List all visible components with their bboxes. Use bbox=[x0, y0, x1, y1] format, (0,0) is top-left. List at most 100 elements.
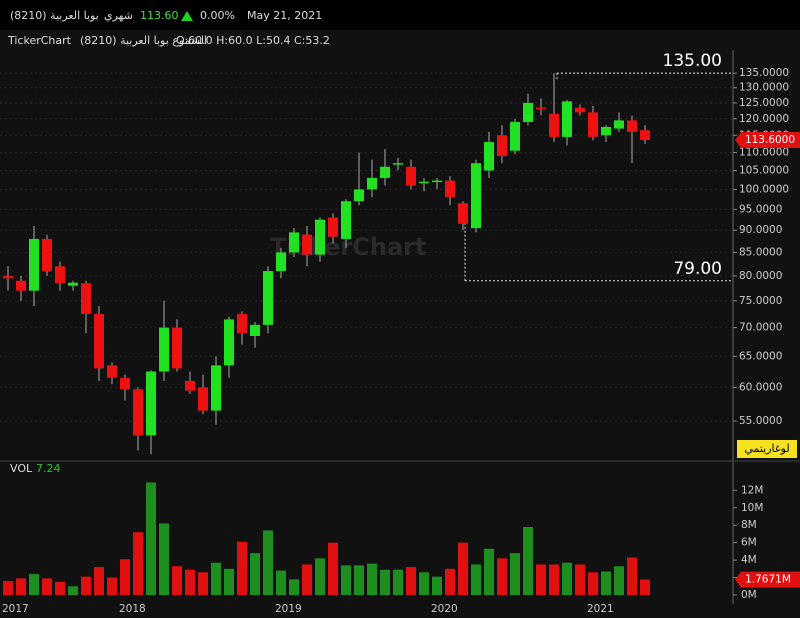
candle-body bbox=[133, 389, 143, 436]
y-tick-label: 8M bbox=[741, 519, 757, 531]
level-label: 79.00 bbox=[673, 259, 722, 279]
candle-body bbox=[42, 238, 52, 272]
volume-bar bbox=[627, 557, 637, 595]
volume-bar bbox=[133, 532, 143, 595]
candle-body bbox=[315, 219, 325, 255]
volume-bar bbox=[445, 568, 455, 595]
volume-bar bbox=[159, 523, 169, 595]
x-tick-label: 2018 bbox=[119, 603, 146, 615]
level-label: 135.00 bbox=[663, 51, 722, 71]
candle-body bbox=[224, 319, 234, 366]
candle-body bbox=[549, 113, 559, 137]
volume-bar bbox=[562, 562, 572, 595]
candle-body bbox=[354, 189, 364, 202]
volume-bar bbox=[250, 553, 260, 595]
candle-body bbox=[302, 234, 312, 255]
volume-bar bbox=[458, 542, 468, 595]
volume-bar bbox=[354, 565, 364, 595]
volume-bar bbox=[380, 569, 390, 595]
y-tick-label: 80.0000 bbox=[739, 270, 782, 282]
volume-bar bbox=[341, 565, 351, 595]
candle-body bbox=[172, 327, 182, 369]
x-tick-label: 2017 bbox=[2, 603, 29, 615]
candle-body bbox=[627, 120, 637, 132]
volume-bar bbox=[497, 558, 507, 595]
up-arrow bbox=[181, 11, 193, 21]
candle-body bbox=[120, 377, 130, 390]
volume-tag bbox=[735, 571, 800, 588]
candle-body bbox=[419, 181, 429, 184]
scale-mode-label: لوغاريتمي bbox=[744, 442, 789, 455]
candle-body bbox=[497, 135, 507, 157]
price-tag bbox=[735, 131, 800, 148]
volume-bar bbox=[302, 564, 312, 595]
volume-bar bbox=[55, 581, 65, 595]
volume-bar bbox=[432, 576, 442, 595]
volume-bar bbox=[315, 558, 325, 595]
candle-body bbox=[263, 271, 273, 325]
volume-bar bbox=[120, 559, 130, 595]
candle-body bbox=[445, 180, 455, 198]
info-ohlc: O:60.0 H:60.0 L:50.4 C:53.2 bbox=[176, 34, 330, 47]
y-tick-label: 110.0000 bbox=[739, 146, 789, 158]
header-bar bbox=[0, 0, 800, 30]
candle-body bbox=[562, 101, 572, 137]
volume-bar bbox=[42, 578, 52, 595]
volume-bar bbox=[510, 553, 520, 595]
volume-bar bbox=[328, 542, 338, 595]
period: شهري bbox=[104, 9, 133, 22]
volume-bar bbox=[237, 541, 247, 595]
candle-body bbox=[55, 266, 65, 284]
candle-body bbox=[328, 217, 338, 237]
candle-body bbox=[367, 177, 377, 190]
candle-body bbox=[575, 107, 585, 113]
y-tick-label: 65.0000 bbox=[739, 350, 782, 362]
candle-body bbox=[107, 365, 117, 378]
volume-bar bbox=[29, 574, 39, 595]
info-name: الشموع بوبا العربية (8210) bbox=[80, 34, 207, 47]
volume-bar bbox=[614, 566, 624, 595]
volume-bar bbox=[107, 577, 117, 595]
volume-bar bbox=[471, 564, 481, 595]
y-tick-label: 60.0000 bbox=[739, 381, 782, 393]
candle-body bbox=[289, 232, 299, 253]
volume-bar bbox=[16, 578, 26, 595]
volume-bar bbox=[198, 572, 208, 595]
volume-bar bbox=[185, 569, 195, 595]
candle-body bbox=[146, 371, 156, 436]
candle-body bbox=[3, 275, 13, 279]
volume-bar bbox=[289, 579, 299, 595]
y-tick-label: 105.0000 bbox=[739, 165, 789, 177]
change: 0.00% bbox=[200, 9, 235, 22]
volume-bar bbox=[549, 564, 559, 595]
candle-body bbox=[393, 163, 403, 165]
candle-body bbox=[406, 166, 416, 186]
y-tick-label: 85.0000 bbox=[739, 246, 782, 258]
volume-title: VOL bbox=[10, 462, 33, 475]
candle-body bbox=[523, 102, 533, 123]
candle-body bbox=[588, 112, 598, 137]
date: May 21, 2021 bbox=[247, 9, 322, 22]
y-tick-label: 70.0000 bbox=[739, 322, 782, 334]
candle-body bbox=[536, 107, 546, 110]
candle-body bbox=[250, 324, 260, 337]
price-tag-label: 113.6000 bbox=[745, 134, 795, 146]
volume-title-value: 7.24 bbox=[36, 462, 61, 475]
candle-body bbox=[29, 238, 39, 291]
y-tick-label: 4M bbox=[741, 554, 757, 566]
y-tick-label: 135.0000 bbox=[739, 67, 789, 79]
y-tick-label: 6M bbox=[741, 537, 757, 549]
candle-body bbox=[94, 314, 104, 369]
candle-body bbox=[276, 252, 286, 272]
volume-bar bbox=[536, 564, 546, 595]
candle-body bbox=[380, 166, 390, 178]
candle-body bbox=[471, 163, 481, 229]
y-tick-label: 12M bbox=[741, 484, 763, 496]
price: 113.60 bbox=[140, 9, 179, 22]
candle-body bbox=[81, 283, 91, 315]
y-tick-label: 125.0000 bbox=[739, 97, 789, 109]
y-tick-label: 55.0000 bbox=[739, 415, 782, 427]
candle-body bbox=[341, 201, 351, 239]
candle-body bbox=[68, 282, 78, 286]
